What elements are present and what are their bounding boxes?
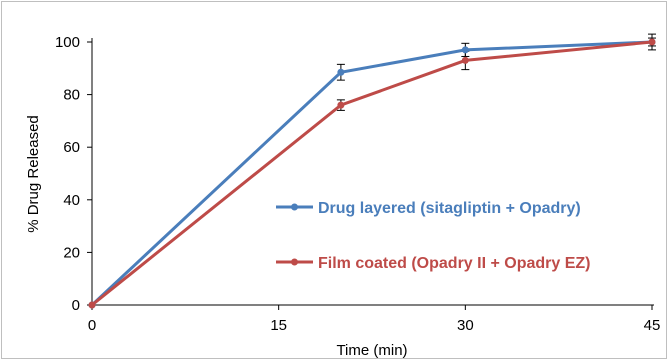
series-line xyxy=(91,40,653,307)
legend-swatch-marker xyxy=(291,258,298,266)
y-tick-label: 20 xyxy=(63,244,80,261)
data-point xyxy=(88,301,96,309)
y-tick-label: 60 xyxy=(63,139,80,156)
data-point xyxy=(648,38,656,46)
x-tick-label: 0 xyxy=(88,317,96,334)
data-points xyxy=(88,38,656,309)
series-lines xyxy=(90,40,653,307)
data-point xyxy=(461,46,469,54)
x-tick-label: 15 xyxy=(270,317,287,334)
y-tick-label: 100 xyxy=(55,34,80,51)
x-tick-label: 30 xyxy=(457,317,474,334)
y-tick-label: 80 xyxy=(63,87,80,104)
data-point xyxy=(337,68,345,76)
tick-labels: 0 20 40 60 80 100 0 15 30 45 xyxy=(55,34,660,334)
x-axis-label: Time (min) xyxy=(336,342,407,359)
y-tick-label: 40 xyxy=(63,192,80,209)
legend-swatch-marker xyxy=(291,203,298,211)
data-point xyxy=(461,56,469,64)
x-tick-label: 45 xyxy=(644,317,661,334)
legend-label: Film coated (Opadry II + Opadry EZ) xyxy=(318,255,591,272)
data-point xyxy=(337,101,345,109)
y-axis-label: % Drug Released xyxy=(25,115,42,233)
series-line xyxy=(90,40,653,307)
legend-label: Drug layered (sitagliptin + Opadry) xyxy=(318,200,581,217)
legend: Drug layered (sitagliptin + Opadry) Film … xyxy=(276,200,591,272)
y-tick-label: 0 xyxy=(72,297,80,314)
